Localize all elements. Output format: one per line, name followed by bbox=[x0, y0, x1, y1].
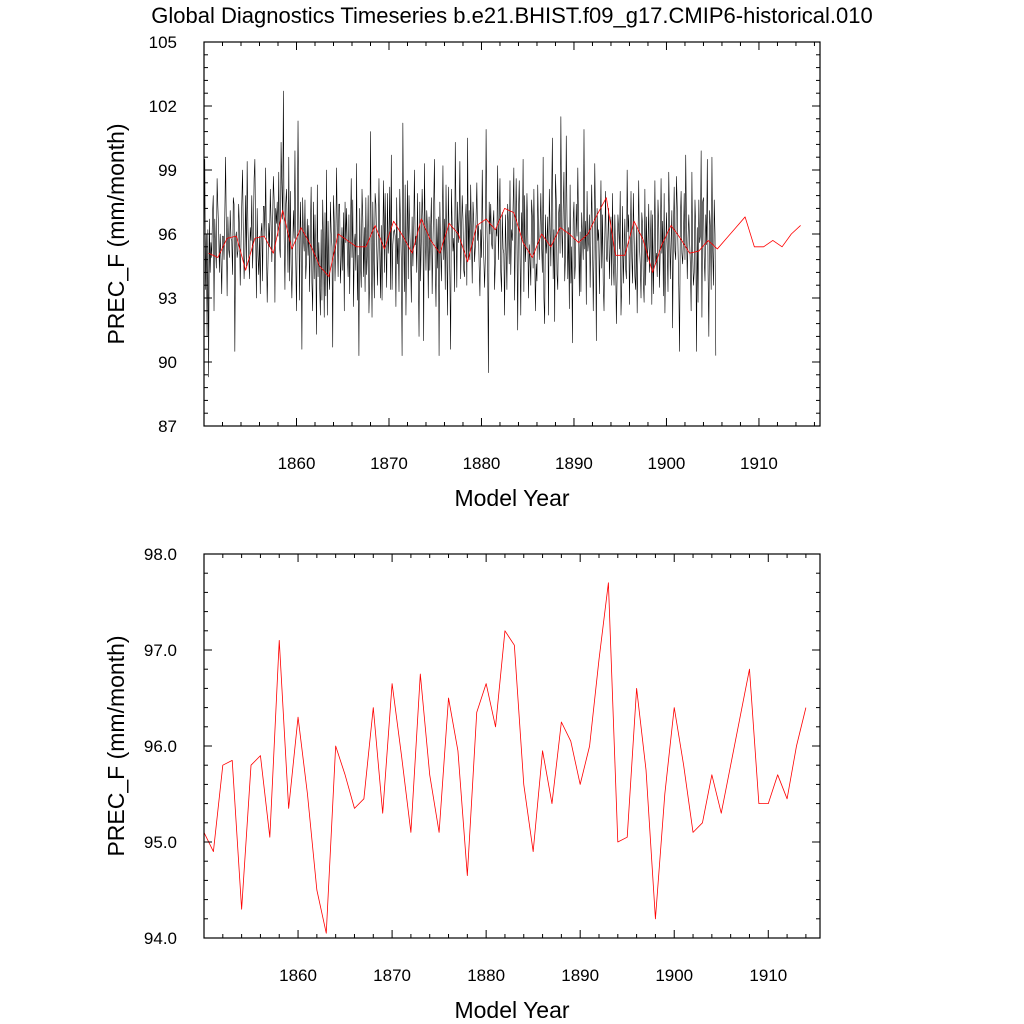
x-tick-label: 1890 bbox=[561, 966, 599, 985]
y-tick-label: 90 bbox=[158, 353, 177, 372]
x-tick-label: 1870 bbox=[370, 454, 408, 473]
x-tick-label: 1900 bbox=[648, 454, 686, 473]
plot-area bbox=[203, 582, 807, 934]
y-tick-label: 96 bbox=[158, 225, 177, 244]
y-axis-label: PREC_F (mm/month) bbox=[103, 635, 129, 856]
axis-ticks: 1860 1870 1880 1890 1900 1910 94.0 95.0 96.0 97.0… bbox=[144, 545, 820, 985]
y-tick-label: 98.0 bbox=[144, 545, 177, 564]
y-tick-label: 105 bbox=[149, 33, 177, 52]
plot-area bbox=[203, 90, 801, 378]
series-line-0 bbox=[203, 90, 717, 378]
x-tick-label: 1910 bbox=[740, 454, 778, 473]
timeseries-panel-annual: 1860 1870 1880 1890 1900 1910 94.0 95.0 96.0 97.0… bbox=[103, 545, 821, 1023]
y-tick-label: 102 bbox=[149, 97, 177, 116]
series-line-0 bbox=[203, 582, 807, 934]
x-tick-label: 1860 bbox=[278, 454, 316, 473]
x-tick-label: 1890 bbox=[555, 454, 593, 473]
x-tick-label: 1880 bbox=[467, 966, 505, 985]
x-tick-label: 1860 bbox=[279, 966, 317, 985]
y-tick-label: 96.0 bbox=[144, 737, 177, 756]
x-tick-label: 1900 bbox=[655, 966, 693, 985]
x-tick-label: 1870 bbox=[373, 966, 411, 985]
timeseries-panel-monthly: 1860 1870 1880 1890 1900 1910 87 90 93 96 99 102 105… bbox=[103, 33, 821, 511]
figure-title: Global Diagnostics Timeseries b.e21.BHIS… bbox=[151, 3, 872, 28]
x-tick-label: 1880 bbox=[463, 454, 501, 473]
plot-frame bbox=[203, 553, 821, 939]
axis-ticks: 1860 1870 1880 1890 1900 1910 87 90 93 96 99 102 105 bbox=[149, 33, 820, 473]
y-tick-label: 95.0 bbox=[144, 833, 177, 852]
y-tick-label: 93 bbox=[158, 289, 177, 308]
series-line-1 bbox=[208, 197, 801, 278]
x-tick-label: 1910 bbox=[749, 966, 787, 985]
y-axis-label: PREC_F (mm/month) bbox=[103, 123, 129, 344]
x-axis-label: Model Year bbox=[454, 997, 569, 1023]
x-axis-label: Model Year bbox=[454, 485, 569, 511]
y-tick-label: 87 bbox=[158, 417, 177, 436]
y-tick-label: 97.0 bbox=[144, 641, 177, 660]
y-tick-label: 94.0 bbox=[144, 929, 177, 948]
y-tick-label: 99 bbox=[158, 161, 177, 180]
